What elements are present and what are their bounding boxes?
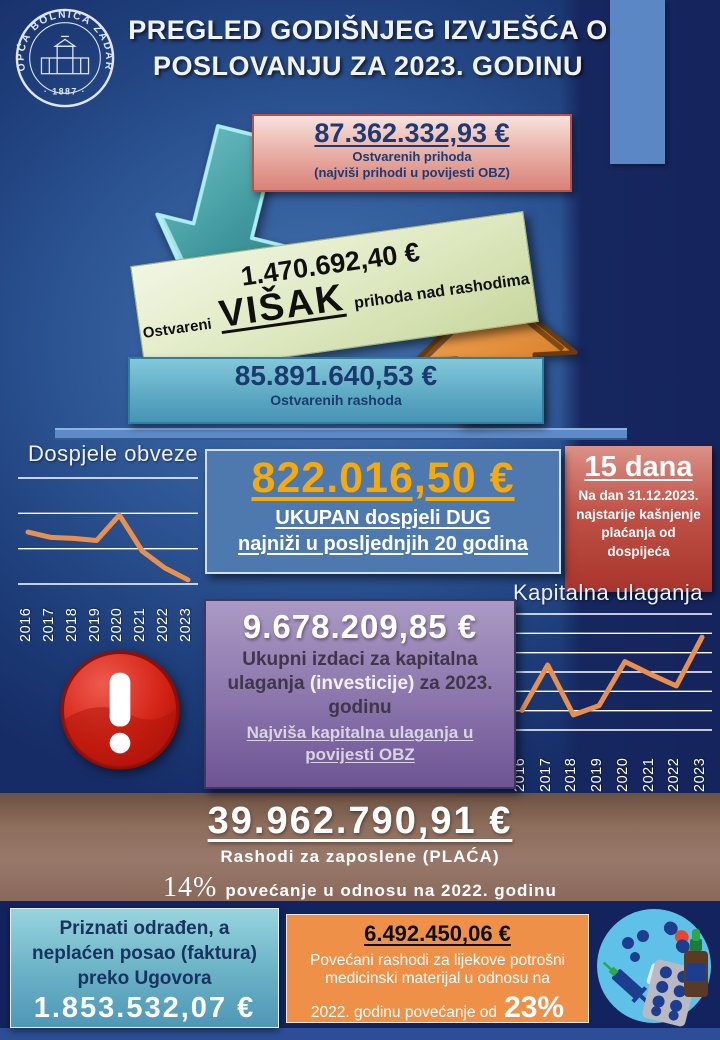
expense-label: Ostvarenih rashoda (270, 392, 402, 408)
year-label: 2018 (563, 757, 580, 792)
salary-increase-text: povećanje u odnosu na 2022. godinu (225, 881, 557, 900)
year-label: 2016 (18, 607, 34, 642)
unpaid-label: Priznati odrađen, a neplaćen posao (fakt… (32, 918, 257, 990)
due-label-line1: UKUPAN dospjeli DUG (275, 506, 491, 529)
surplus-prefix: Ostvareni (141, 315, 213, 342)
hospital-logo-icon: OPĆA BOLNICA ZADAR · 1887 · (15, 8, 115, 108)
page-title-line2: POSLOVANJU ZA 2023. GODINU (152, 51, 584, 82)
dropper-bottle-icon (684, 929, 708, 997)
salary-label: Rashodi za zaposlene (PLAĆA) (220, 847, 500, 866)
capital-note: Najviša kapitalna ulaganja u povijesti O… (246, 723, 474, 765)
year-label: 2018 (63, 607, 80, 642)
medicine-description: Povećani rashodi za lijekove potrošni me… (309, 952, 566, 988)
salary-increase-pct: 14% (163, 872, 218, 903)
medicine-increase-text: 2022. godinu povećanje od (310, 1003, 498, 1021)
page-title-line1: PREGLED GODIŠNJEG IZVJEŠĆA O (128, 15, 608, 45)
page-title: PREGLED GODIŠNJEG IZVJEŠĆA O POSLOVANJU … (118, 12, 618, 85)
year-label: 2019 (589, 757, 606, 792)
medicine-amount: 6.492.450,06 € (364, 921, 511, 946)
income-amount: 87.362.332,93 € (314, 118, 510, 148)
medicine-costs-box: 6.492.450,06 € Povećani rashodi za lijek… (286, 914, 589, 1025)
capital-desc-part2: (investicije) (309, 672, 415, 694)
capital-investments-chart (512, 613, 712, 731)
section-divider (55, 428, 627, 440)
year-label: 2020 (109, 607, 126, 642)
year-label: 2023 (691, 757, 708, 792)
due-label-line2: najniži u posljednjih 20 godina (237, 532, 529, 555)
year-label: 2021 (132, 607, 149, 642)
medical-supplies-icon (597, 909, 711, 1027)
delay-days: 15 dana (584, 451, 693, 483)
income-sublabel: (najviši prihodi u povijesti OBZ) (314, 165, 510, 181)
salary-amount: 39.962.790,91 € (207, 800, 513, 842)
capital-desc-part3: za 2023. godinu (328, 672, 493, 718)
year-label: 2021 (640, 757, 657, 792)
year-label: 2023 (177, 607, 194, 642)
warning-exclamation-icon (60, 650, 180, 770)
due-section-title: Dospjele obveze (28, 441, 199, 466)
year-label: 2017 (537, 757, 554, 792)
expense-box: 85.891.640,53 € Ostvarenih rashoda (128, 357, 544, 424)
income-label: Ostvarenih prihoda (352, 149, 472, 164)
capital-chart-year-labels: 2016 2017 2018 2019 2020 2021 2022 2023 (512, 742, 712, 792)
capital-description: Ukupni izdaci za kapitalna ulaganja (inv… (206, 646, 514, 719)
surplus-suffix: prihoda nad rashodima (353, 270, 531, 313)
unpaid-amount: 1.853.532,07 € (33, 992, 256, 1025)
logo-building-icon (40, 35, 90, 75)
year-label: 2019 (86, 607, 103, 642)
due-amount: 822.016,50 € (251, 454, 515, 502)
expense-amount: 85.891.640,53 € (234, 360, 438, 391)
payment-delay-box: 15 dana Na dan 31.12.2023. najstarije ka… (565, 446, 712, 592)
salary-increase: 14% povećanje u odnosu na 2022. godinu (0, 872, 720, 904)
salary-banner: 39.962.790,91 € Rashodi za zaposlene (PL… (0, 793, 720, 904)
unpaid-work-box: Priznati odrađen, a neplaćen posao (fakt… (10, 908, 279, 1028)
year-label: 2022 (666, 757, 683, 792)
due-obligations-chart (18, 477, 198, 585)
logo-year: · 1887 · (44, 86, 86, 96)
medicine-increase-pct: 23% (504, 990, 565, 1024)
capital-investments-box: 9.678.209,85 € Ukupni izdaci za kapitaln… (204, 599, 516, 789)
delay-description: Na dan 31.12.2023. najstarije kašnjenje … (576, 488, 701, 559)
year-label: 2020 (614, 757, 631, 792)
capital-desc-part1: Ukupni izdaci za kapitalna ulaganja (227, 649, 478, 694)
syringe-icon (602, 961, 649, 1004)
capital-amount: 9.678.209,85 € (242, 608, 478, 645)
capital-section-title: Kapitalna ulaganja (513, 580, 704, 605)
year-label: 2017 (40, 607, 57, 642)
decor-bottom-bar (0, 1028, 720, 1040)
blister-pack-icon (642, 959, 698, 1027)
medicine-increase: 2022. godinu povećanje od 23% (287, 991, 588, 1025)
year-label: 2022 (155, 607, 172, 642)
due-chart-year-labels: 2016 2017 2018 2019 2020 2021 2022 2023 (18, 594, 198, 642)
income-box: 87.362.332,93 € Ostvarenih prihoda (najv… (252, 114, 572, 192)
due-debt-box: 822.016,50 € UKUPAN dospjeli DUG najniži… (205, 449, 561, 574)
pill-dots-icon (622, 930, 649, 962)
decor-blue-stripe (610, 0, 665, 164)
